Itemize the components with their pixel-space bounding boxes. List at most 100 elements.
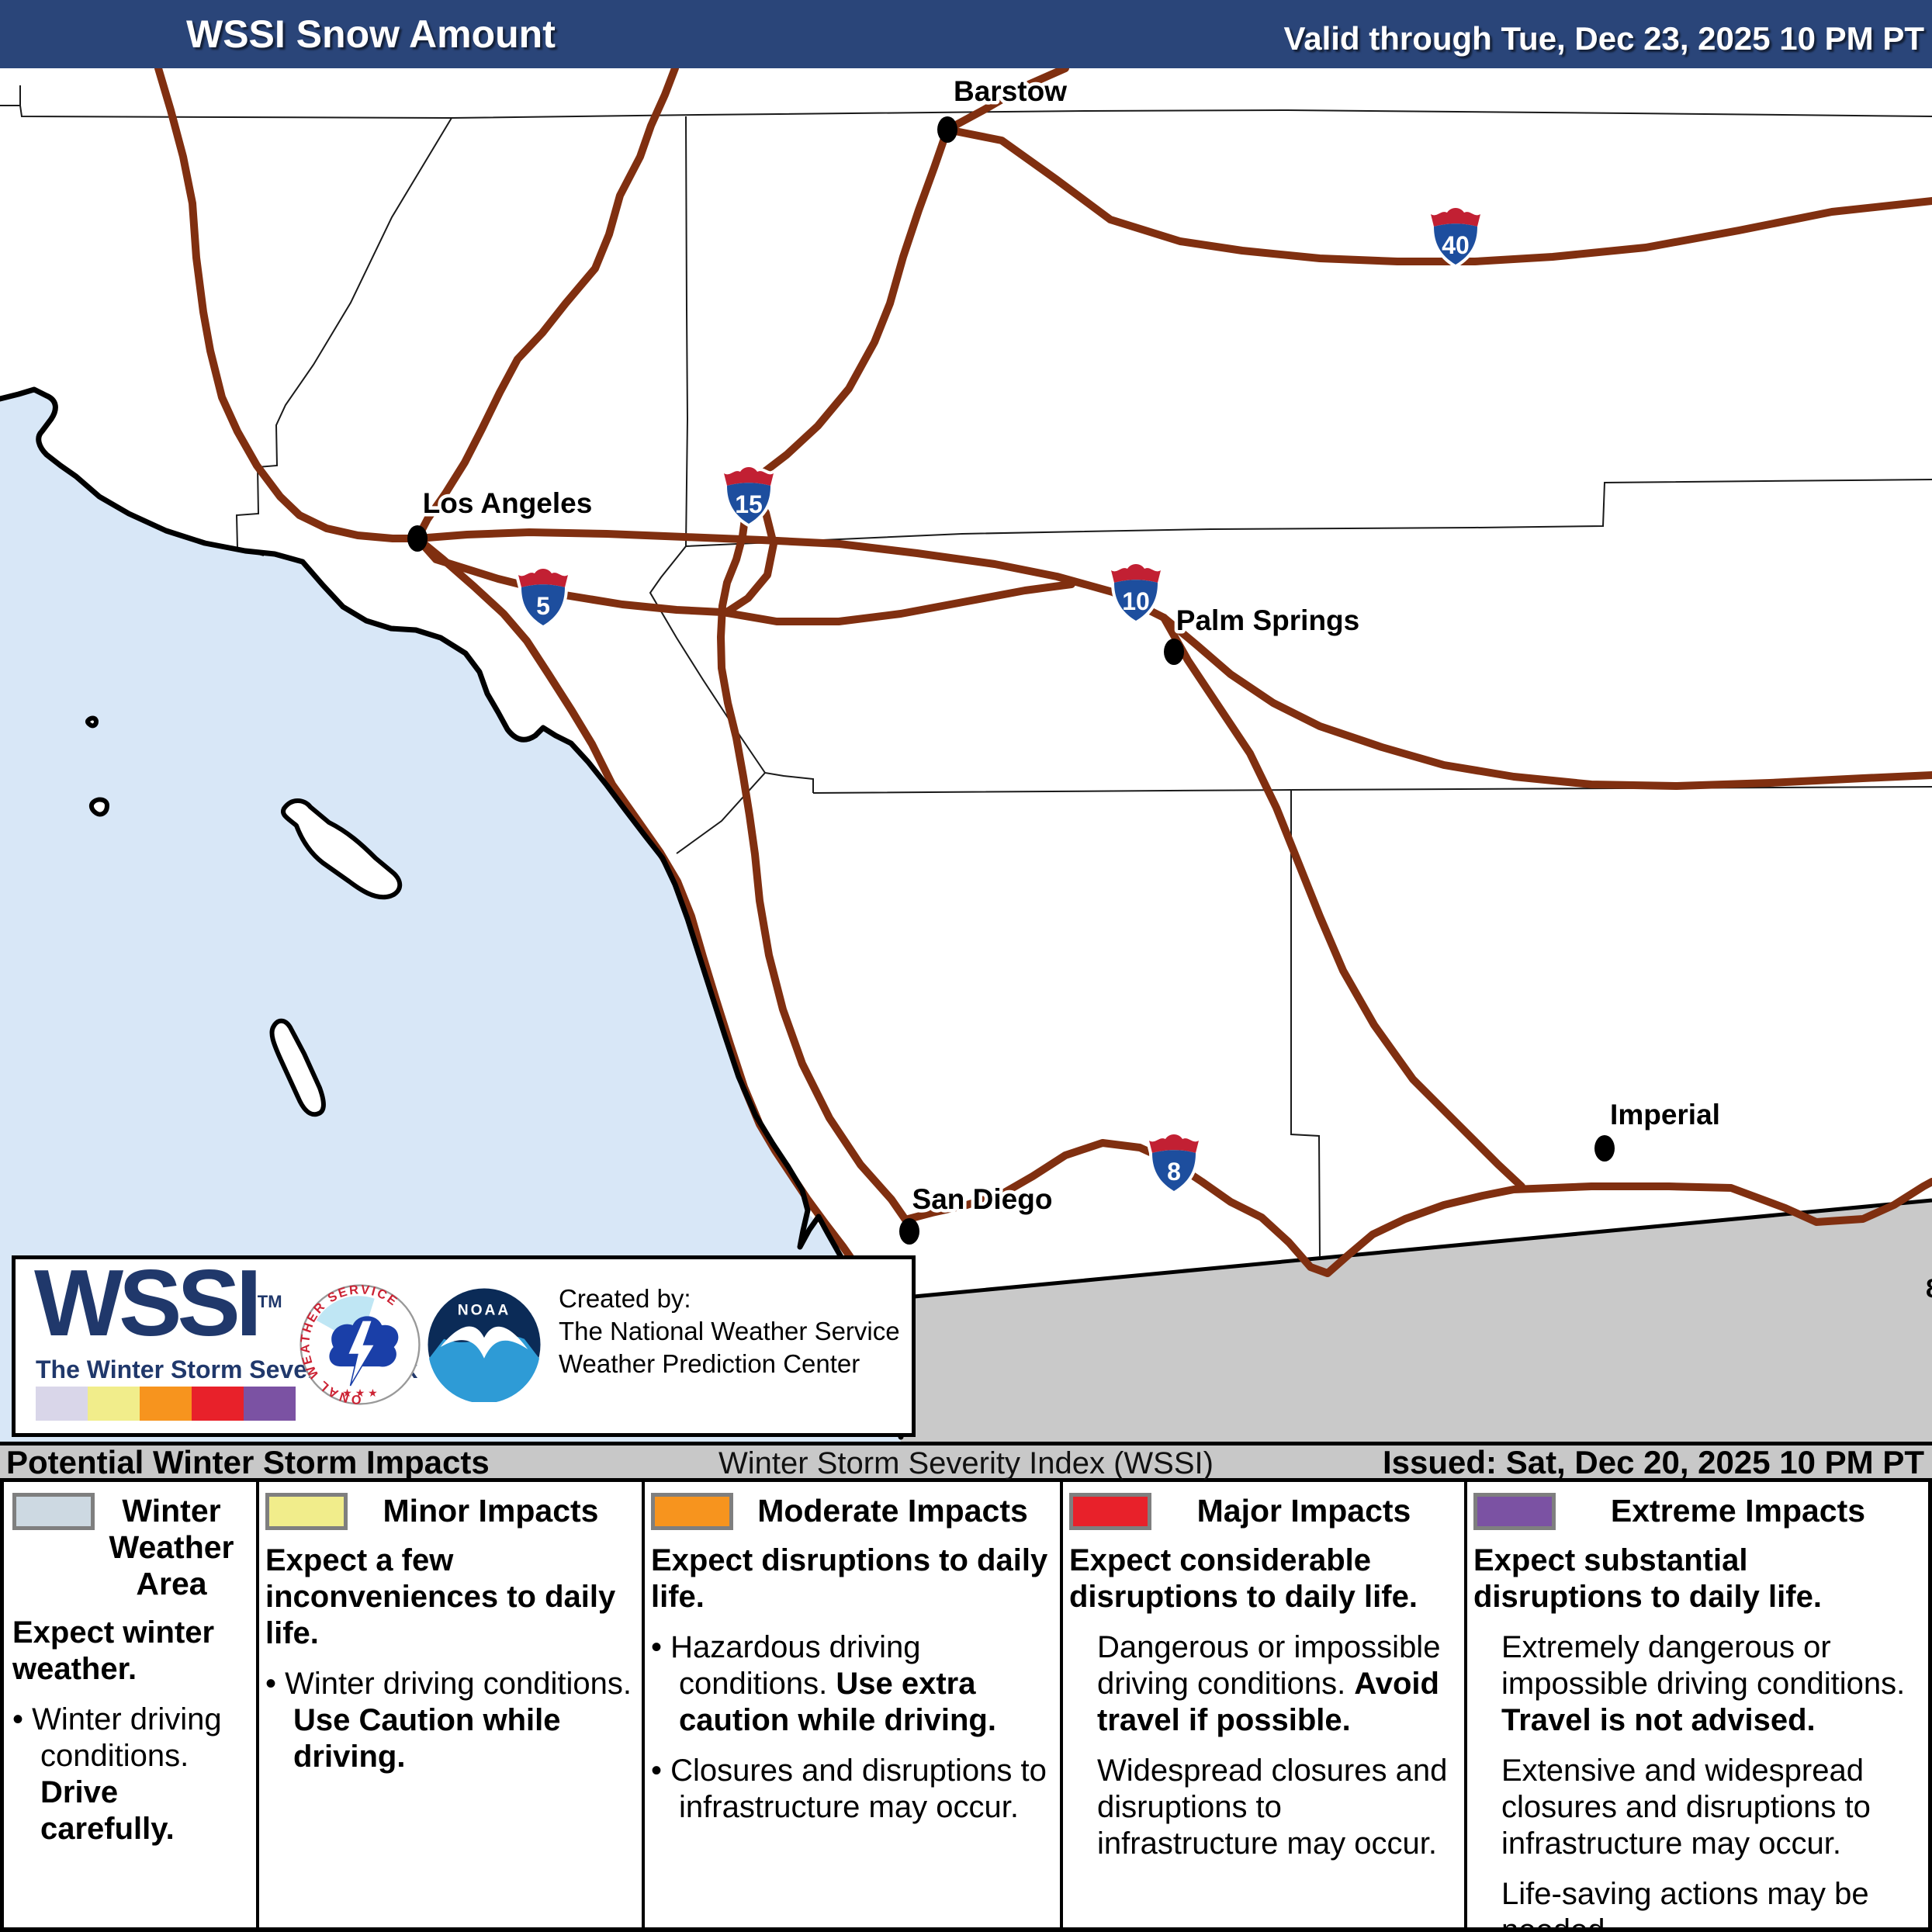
legend-item-major-impacts-0: Dangerous or impossible driving conditio… [1097, 1630, 1441, 1737]
noaa-logo: NOAA [428, 1288, 541, 1402]
route-us101 [154, 68, 421, 542]
strip-color-4 [244, 1387, 296, 1421]
route-barstow-ne [943, 68, 1069, 133]
city-label: Imperial [1610, 1099, 1720, 1130]
city-labels: Barstow Los Angeles Palm Springs San Diego I… [407, 72, 1723, 1245]
trademark: TM [257, 1292, 282, 1311]
route-i40 [943, 126, 1932, 265]
route-i10 [414, 528, 1932, 790]
shield-number: 8 [1167, 1158, 1181, 1186]
us-mexico-border [856, 1198, 1932, 1304]
city-palm-springs: Palm Springs [1164, 601, 1363, 665]
legend-intro-minor-impacts: Expect a few inconveniences to daily lif… [265, 1543, 616, 1650]
legend-intro-winter-weather-area: Expect winter weather. [12, 1615, 215, 1686]
mexico-area [857, 1200, 1932, 1442]
bar-left-title: Potential Winter Storm Impacts [6, 1444, 490, 1480]
shield-number: 40 [1442, 231, 1470, 259]
wssi-wordmark: WSSITM [34, 1250, 282, 1356]
route-i8 [902, 1139, 1932, 1277]
interstate-shield-10: 10 [1108, 561, 1164, 624]
wssi-map: Barstow Los Angeles Palm Springs San Diego I… [0, 68, 1932, 1442]
edge-label-fragment: 8 [1926, 1274, 1932, 1304]
city-imperial: Imperial [1594, 1096, 1723, 1162]
legend-title-winter-weather-area: Winter Weather Area [109, 1493, 234, 1601]
nws-stars: ★ ★ ★ [342, 1387, 377, 1399]
legend-item-extreme-impacts-1: Extensive and widespread closures and di… [1501, 1754, 1871, 1861]
coastline [0, 386, 904, 1440]
legend-item-major-impacts-1: Widespread closures and disruptions to i… [1097, 1754, 1448, 1861]
legend-item-moderate-impacts-1: • Closures and disruptions to infrastruc… [651, 1754, 1047, 1824]
legend-column-moderate-impacts: Moderate Impacts Expect disruptions to da… [642, 1482, 1060, 1932]
city-label: Palm Springs [1176, 604, 1359, 636]
legend-item-extreme-impacts-2: Life-saving actions may be needed. [1501, 1877, 1869, 1932]
legend-swatch-minor-impacts [265, 1493, 348, 1530]
city-dot [937, 116, 957, 143]
interstate-shield-5: 5 [515, 566, 571, 628]
bar-issued-text: Issued: Sat, Dec 20, 2025 10 PM PT [1382, 1444, 1924, 1480]
shield-number: 10 [1122, 587, 1150, 615]
city-label: Los Angeles [423, 487, 593, 519]
wssi-credit-box: WSSITM The Winter Storm Severity Index N… [12, 1250, 916, 1437]
page-title: WSSI Snow Amount [186, 12, 556, 56]
highways [154, 68, 1932, 1428]
city-barstow: Barstow [937, 72, 1071, 143]
legend-column-major-impacts: Major Impacts Expect considerable disrupt… [1060, 1482, 1464, 1932]
created-by-text: Created by: The National Weather Service… [559, 1284, 900, 1378]
impacts-legend: Winter Weather Area Expect winter weather… [0, 1482, 1932, 1932]
impacts-title-bar: Potential Winter Storm Impacts Winter St… [0, 1442, 1932, 1482]
city-label: Barstow [954, 75, 1067, 107]
city-los-angeles: Los Angeles [407, 484, 596, 552]
san-clemente-island [269, 1018, 326, 1117]
city-label: San Diego [912, 1183, 1053, 1215]
city-dot [1594, 1135, 1615, 1162]
strip-color-3 [192, 1387, 244, 1421]
legend-intro-extreme-impacts: Expect substantial disruptions to daily … [1473, 1543, 1822, 1614]
legend-title-major-impacts: Major Impacts [1196, 1493, 1411, 1529]
strip-color-1 [88, 1387, 140, 1421]
legend-title-minor-impacts: Minor Impacts [383, 1493, 599, 1529]
interstate-shield-8: 8 [1146, 1131, 1202, 1194]
route-i5-north [414, 68, 679, 542]
legend-swatch-extreme-impacts [1473, 1493, 1556, 1530]
santa-catalina-island [281, 798, 403, 900]
legend-column-minor-impacts: Minor Impacts Expect a few inconveniences… [256, 1482, 642, 1932]
city-dot [1164, 639, 1184, 665]
interstate-shield-40: 40 [1428, 205, 1484, 268]
small-islet [88, 797, 109, 817]
legend-swatch-major-impacts [1069, 1493, 1151, 1530]
legend-title-extreme-impacts: Extreme Impacts [1610, 1493, 1866, 1529]
legend-column-winter-weather-area: Winter Weather Area Expect winter weather… [6, 1482, 256, 1932]
interstate-shield-15: 15 [721, 464, 777, 527]
shield-number: 5 [536, 592, 550, 620]
city-san-diego: San Diego [899, 1180, 1056, 1245]
legend-item-extreme-impacts-0: Extremely dangerous or impossible drivin… [1501, 1630, 1906, 1737]
legend-column-extreme-impacts: Extreme Impacts Expect substantial disrup… [1464, 1482, 1928, 1932]
legend-item-moderate-impacts-0: • Hazardous driving conditions. Use extr… [651, 1630, 996, 1737]
channel-islands [85, 715, 403, 1117]
strip-color-2 [140, 1387, 192, 1421]
route-ca111 [1160, 614, 1525, 1190]
interstate-shields: 40 15 5 10 8 [515, 205, 1484, 1194]
legend-intro-major-impacts: Expect considerable disruptions to daily… [1069, 1543, 1418, 1614]
header-bar: WSSI Snow Amount Valid through Tue, Dec … [0, 0, 1932, 68]
bar-center-title: Winter Storm Severity Index (WSSI) [718, 1446, 1214, 1480]
legend-item-minor-impacts-0: • Winter driving conditions. Use Caution… [265, 1667, 632, 1774]
nws-logo: NATIONAL WEATHER SERVICE ★ ★ ★ [299, 1284, 421, 1405]
noaa-label: NOAA [458, 1303, 511, 1319]
tiny-islet [85, 715, 99, 729]
city-dot [899, 1218, 919, 1245]
legend-swatch-moderate-impacts [651, 1493, 733, 1530]
city-dot [407, 525, 428, 552]
legend-swatch-winter-weather-area [12, 1493, 95, 1530]
wssi-severity-strip [36, 1387, 296, 1421]
valid-through-text: Valid through Tue, Dec 23, 2025 10 PM PT [1283, 20, 1924, 57]
route-ca60 [718, 580, 1075, 625]
shield-number: 15 [735, 490, 763, 518]
legend-item-winter-weather-area-0: • Winter driving conditions. Drive caref… [12, 1702, 222, 1846]
strip-color-0 [36, 1387, 88, 1421]
legend-title-moderate-impacts: Moderate Impacts [757, 1493, 1028, 1529]
pacific-ocean [0, 390, 901, 1442]
legend-intro-moderate-impacts: Expect disruptions to daily life. [651, 1543, 1048, 1614]
route-i15 [717, 126, 951, 1224]
